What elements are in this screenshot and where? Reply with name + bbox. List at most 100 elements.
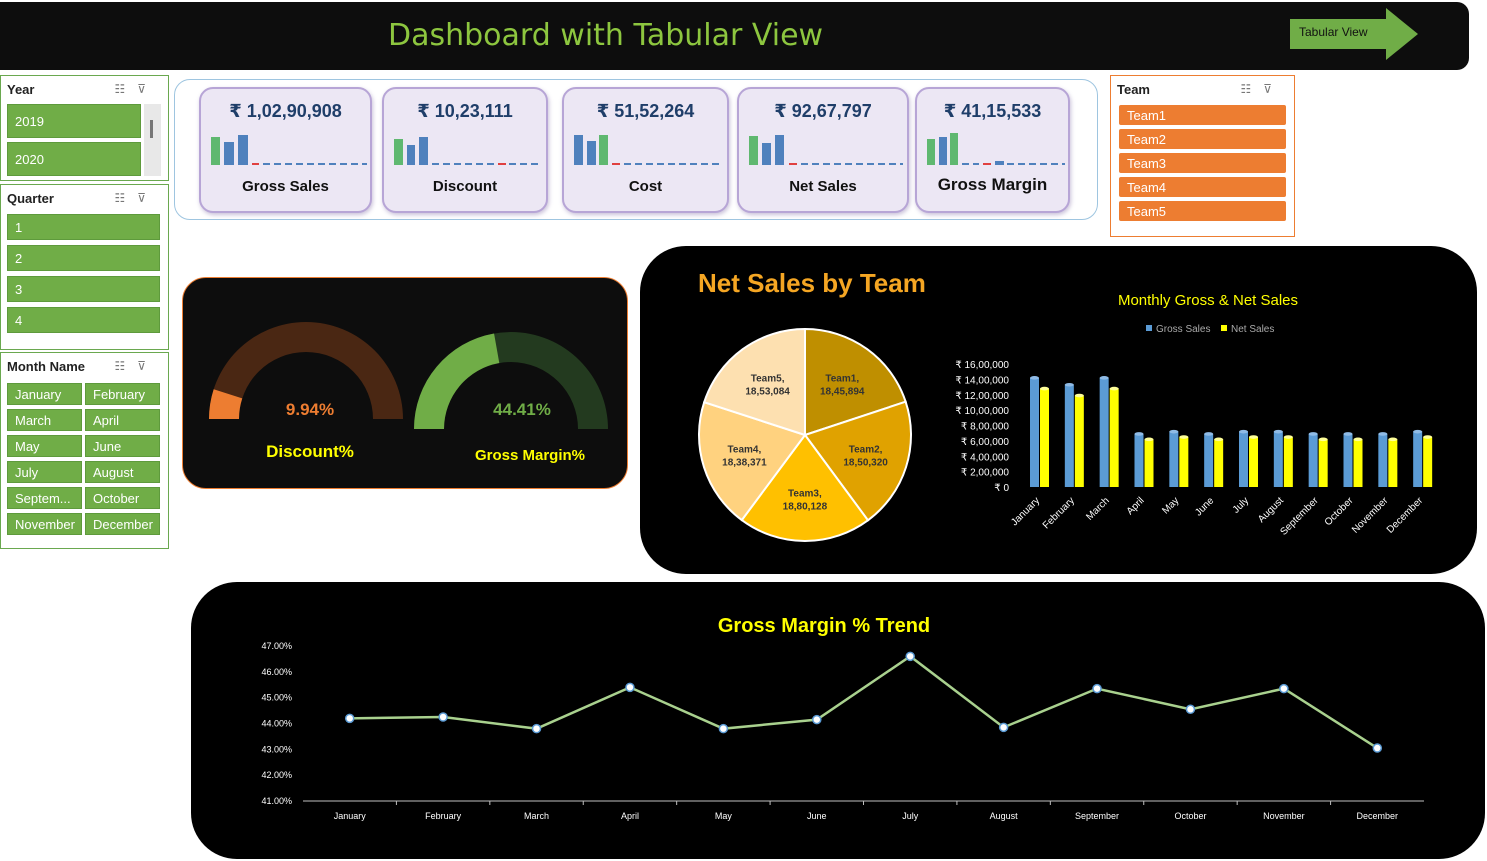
bar-net-sales: [1179, 437, 1188, 487]
month-item[interactable]: April: [85, 409, 160, 431]
pie-slice-name: Team4,: [728, 444, 762, 455]
bar-gross-sales: [1135, 434, 1144, 487]
bar-cap: [1214, 438, 1223, 442]
bar-cap: [1135, 432, 1144, 436]
x-tick-label: June: [807, 811, 827, 821]
y-tick-label: 45.00%: [261, 693, 292, 703]
quarter-item[interactable]: 2: [7, 245, 160, 271]
year-item-2019[interactable]: 2019: [7, 104, 141, 138]
margin-gauge-value: 44.41%: [493, 400, 551, 419]
quarter-slicer: Quarter ☷⊽ 1 2 3 4: [0, 184, 169, 350]
month-item[interactable]: August: [85, 461, 160, 483]
legend-swatch: [1146, 325, 1152, 331]
team-item-1[interactable]: Team1: [1119, 105, 1286, 125]
y-tick-label: ₹ 16,00,000: [955, 360, 1009, 371]
bar-cap: [1423, 435, 1432, 439]
trend-point: [1373, 744, 1381, 752]
discount-gauge-label: Discount%: [266, 442, 354, 461]
team-sales-charts: Net Sales by Team Team1,18,45,894Team2,1…: [640, 246, 1477, 574]
bar-gross-sales: [1274, 432, 1283, 487]
x-tick-label: June: [1193, 495, 1216, 518]
bar-cap: [1319, 438, 1328, 442]
tabular-view-label: Tabular View: [1299, 25, 1367, 39]
bar-cap: [1413, 430, 1422, 434]
bar-cap: [1378, 432, 1387, 436]
month-item[interactable]: May: [7, 435, 82, 457]
scrollbar-thumb[interactable]: [150, 120, 153, 138]
month-item[interactable]: Septem...: [7, 487, 82, 509]
multi-select-icon[interactable]: ☷: [114, 82, 137, 96]
bar-gross-sales: [1344, 434, 1353, 487]
y-tick-label: 41.00%: [261, 796, 292, 806]
kpi-label: Discount: [384, 178, 546, 195]
trend-point: [1093, 685, 1101, 693]
month-item[interactable]: October: [85, 487, 160, 509]
x-tick-label: February: [425, 811, 462, 821]
pie-slice-value: 18,45,894: [820, 386, 865, 397]
kpi-gross-margin: ₹ 41,15,533 Gross Margin: [915, 87, 1070, 213]
clear-filter-icon[interactable]: ⊽: [137, 82, 158, 96]
month-item[interactable]: December: [85, 513, 160, 535]
year-item-2020[interactable]: 2020: [7, 142, 141, 176]
bar-cap: [1065, 383, 1074, 387]
x-tick-label: July: [1231, 495, 1251, 515]
multi-select-icon[interactable]: ☷: [114, 359, 137, 373]
month-item[interactable]: February: [85, 383, 160, 405]
kpi-sparkline: [747, 133, 905, 169]
team-item-5[interactable]: Team5: [1119, 201, 1286, 221]
team-sales-panel: Net Sales by Team Team1, 18,45,894 Team2, 1…: [640, 246, 1477, 574]
bar-cap: [1249, 435, 1258, 439]
team-item-2[interactable]: Team2: [1119, 129, 1286, 149]
quarter-item[interactable]: 3: [7, 276, 160, 302]
x-tick-label: October: [1174, 811, 1206, 821]
bar-gross-sales: [1378, 434, 1387, 487]
trend-chart-title: Gross Margin % Trend: [718, 615, 930, 637]
x-tick-label: August: [1256, 495, 1286, 525]
x-tick-label: December: [1385, 495, 1426, 536]
quarter-item[interactable]: 4: [7, 307, 160, 333]
x-tick-label: November: [1263, 811, 1305, 821]
clear-filter-icon[interactable]: ⊽: [137, 191, 158, 205]
bar-gross-sales: [1309, 434, 1318, 487]
slicer-scrollbar[interactable]: [144, 104, 161, 176]
clear-filter-icon[interactable]: ⊽: [1263, 82, 1284, 96]
y-tick-label: 44.00%: [261, 719, 292, 729]
kpi-net-sales: ₹ 92,67,797 Net Sales: [737, 87, 909, 213]
y-tick-label: ₹ 12,00,000: [955, 391, 1009, 402]
pie-slice-name: Team1,: [825, 373, 859, 384]
month-item[interactable]: November: [7, 513, 82, 535]
bar-gross-sales: [1169, 432, 1178, 487]
bar-gross-sales: [1239, 432, 1248, 487]
kpi-cost: ₹ 51,52,264 Cost: [562, 87, 729, 213]
kpi-sparkline: [572, 133, 724, 169]
clear-filter-icon[interactable]: ⊽: [137, 359, 158, 373]
bar-cap: [1284, 435, 1293, 439]
column-chart-title: Monthly Gross & Net Sales: [1118, 292, 1298, 309]
month-item[interactable]: March: [7, 409, 82, 431]
x-tick-label: September: [1278, 495, 1321, 538]
x-tick-label: July: [902, 811, 919, 821]
month-item[interactable]: June: [85, 435, 160, 457]
legend-label: Net Sales: [1231, 324, 1274, 335]
multi-select-icon[interactable]: ☷: [1240, 82, 1263, 96]
x-tick-label: March: [524, 811, 549, 821]
pie-slice-value: 18,38,371: [722, 457, 767, 468]
bar-net-sales: [1214, 439, 1223, 487]
pie-slice-name: Team5,: [751, 374, 785, 385]
bar-net-sales: [1388, 439, 1397, 487]
team-item-4[interactable]: Team4: [1119, 177, 1286, 197]
trend-point: [813, 716, 821, 724]
month-item[interactable]: January: [7, 383, 82, 405]
kpi-sparkline: [392, 133, 544, 169]
trend-point: [719, 725, 727, 733]
tabular-view-button[interactable]: Tabular View: [1290, 8, 1420, 60]
month-item[interactable]: July: [7, 461, 82, 483]
x-tick-label: May: [715, 811, 733, 821]
kpi-gross-sales: ₹ 1,02,90,908 Gross Sales: [199, 87, 372, 213]
team-item-3[interactable]: Team3: [1119, 153, 1286, 173]
quarter-item[interactable]: 1: [7, 214, 160, 240]
multi-select-icon[interactable]: ☷: [114, 191, 137, 205]
bar-cap: [1030, 376, 1039, 380]
kpi-value: ₹ 41,15,533: [917, 101, 1068, 122]
pie-slice-value: 18,50,320: [843, 457, 888, 468]
